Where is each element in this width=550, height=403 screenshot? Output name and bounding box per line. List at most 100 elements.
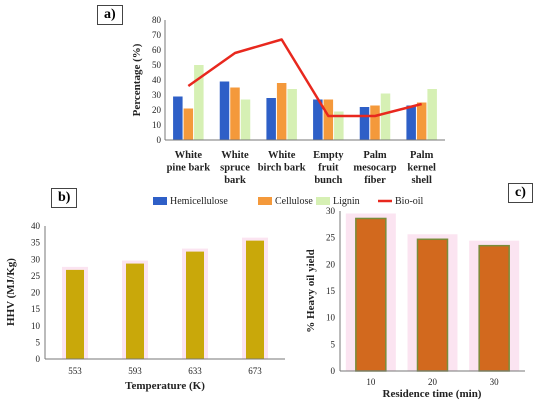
legend-swatch — [153, 197, 167, 205]
category-label: kernel — [407, 163, 436, 174]
bar-hemicellulose — [406, 105, 416, 140]
bar — [66, 269, 84, 359]
x-tick-label: 673 — [248, 366, 262, 376]
heavy-oil-bars — [345, 213, 520, 372]
x-tick-label: 30 — [490, 377, 500, 387]
b-x-axis-label: Temperature (K) — [125, 380, 205, 392]
bar — [479, 245, 510, 371]
bar-cellulose — [183, 108, 194, 140]
bar-hemicellulose — [219, 81, 230, 140]
category-label: spruce — [220, 163, 250, 174]
category-label: birch bark — [258, 163, 306, 174]
bar-hemicellulose — [173, 96, 183, 140]
y-tick-label: 30 — [31, 254, 41, 264]
y-tick-label: 40 — [152, 75, 162, 85]
b-y-ticks: 0 5 10 15 20 25 30 35 40 — [31, 221, 41, 364]
y-tick-label: 5 — [331, 339, 336, 349]
y-tick-label: 80 — [152, 15, 162, 25]
y-tick-label: 50 — [152, 60, 162, 70]
category-label: mesocarp — [353, 163, 396, 174]
bar-lignin — [194, 65, 204, 140]
y-tick-label: 15 — [31, 304, 41, 314]
y-tick-label: 15 — [326, 286, 336, 296]
category-label: pine bark — [167, 163, 211, 174]
c-y-ticks: 0 5 10 15 20 25 30 — [326, 206, 336, 376]
bar-lignin — [287, 89, 297, 140]
panel-label-a: a) — [97, 5, 123, 25]
category-label: bark — [224, 175, 246, 186]
category-label: Palm — [363, 150, 387, 161]
b-y-axis-label: HHV (MJ/Kg) — [5, 258, 17, 326]
category-label: White — [268, 150, 296, 161]
bar-hemicellulose — [359, 107, 370, 140]
y-tick-label: 10 — [152, 120, 162, 130]
category-label: White — [221, 150, 249, 161]
y-tick-label: 40 — [31, 221, 41, 231]
bar — [126, 263, 144, 359]
category-label: Empty — [313, 150, 344, 161]
legend-label: Lignin — [333, 196, 360, 207]
bar-hemicellulose — [313, 99, 323, 140]
hhv-chart: 0 5 10 15 20 25 30 35 40 553 593 633 673 HHV (MJ/Kg… — [5, 221, 285, 392]
x-tick-label: 10 — [366, 377, 376, 387]
a-legend: Hemicellulose Cellulose Lignin Bio-oil — [153, 196, 424, 207]
c-x-axis-label: Residence time (min) — [383, 388, 482, 400]
panel-label-c: c) — [508, 183, 533, 203]
legend-swatch — [316, 197, 330, 205]
line-series — [187, 38, 422, 118]
legend-label: Cellulose — [275, 196, 313, 207]
legend-swatch — [258, 197, 272, 205]
y-tick-label: 0 — [36, 354, 41, 364]
heavy-oil-chart: 0 5 10 15 20 25 30 10 20 30 % Heavy oil yield Re… — [305, 206, 525, 400]
bar-cellulose — [323, 99, 334, 140]
bar-hemicellulose — [266, 98, 276, 140]
legend-label: Hemicellulose — [170, 196, 228, 207]
bar — [186, 251, 204, 359]
y-tick-label: 10 — [31, 321, 41, 331]
bar — [246, 240, 264, 359]
y-tick-label: 25 — [31, 271, 41, 281]
b-category-labels: 553 593 633 673 — [68, 366, 262, 376]
bar-lignin — [380, 93, 391, 140]
y-tick-label: 25 — [326, 233, 336, 243]
bar-cellulose — [276, 83, 287, 140]
y-tick-label: 30 — [326, 206, 336, 216]
category-label: shell — [411, 175, 432, 186]
legend-label: Bio-oil — [395, 196, 424, 207]
bar — [417, 239, 448, 371]
y-tick-label: 0 — [157, 135, 162, 145]
x-tick-label: 553 — [68, 366, 82, 376]
y-tick-label: 0 — [331, 366, 336, 376]
composition-chart: 0 10 20 30 40 50 60 70 80 White pine bark White spr… — [131, 15, 445, 207]
y-tick-label: 10 — [326, 313, 336, 323]
c-y-axis-label: % Heavy oil yield — [305, 249, 317, 332]
panel-label-b: b) — [51, 188, 78, 208]
bio-oil-line — [187, 38, 422, 118]
y-tick-label: 30 — [152, 90, 162, 100]
y-tick-label: 60 — [152, 45, 162, 55]
x-tick-label: 593 — [128, 366, 142, 376]
category-label: Palm — [410, 150, 434, 161]
a-y-ticks: 0 10 20 30 40 50 60 70 80 — [152, 15, 162, 145]
x-tick-label: 20 — [428, 377, 438, 387]
bar-cellulose — [230, 87, 240, 140]
y-tick-label: 20 — [326, 259, 336, 269]
bar-lignin — [427, 89, 437, 140]
y-tick-label: 5 — [36, 337, 41, 347]
composition-bars — [173, 65, 437, 140]
bar-lignin — [334, 111, 344, 140]
category-label: fruit — [318, 163, 339, 174]
category-label: White — [175, 150, 203, 161]
y-tick-label: 20 — [152, 105, 162, 115]
bar-cellulose — [416, 102, 427, 140]
bar-lignin — [240, 99, 251, 140]
x-tick-label: 633 — [188, 366, 202, 376]
a-y-axis-label: Percentage (%) — [131, 43, 143, 116]
y-tick-label: 35 — [31, 238, 41, 248]
y-tick-label: 20 — [31, 288, 41, 298]
hhv-bars — [62, 237, 268, 359]
category-label: fiber — [364, 175, 386, 186]
c-category-labels: 10 20 30 — [366, 377, 499, 387]
